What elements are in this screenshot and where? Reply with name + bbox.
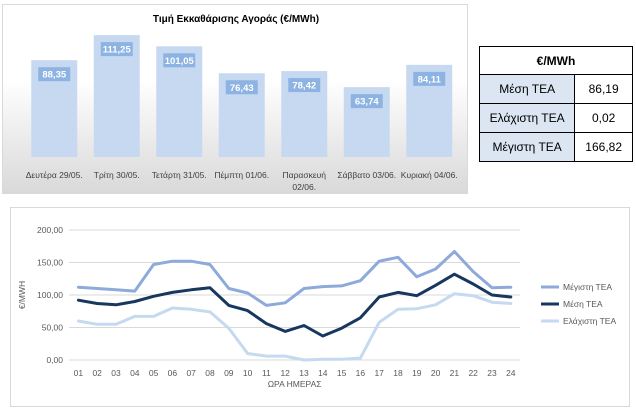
hourly-price-line-chart: 0,00 50,00 100,00 150,00 200,00 01 02 03 04 05 06 0… bbox=[10, 207, 630, 407]
y-tick-label: 200,00 bbox=[37, 225, 63, 235]
bar-category-label: Κυριακή 04/06. bbox=[401, 170, 458, 180]
x-tick-label: 08 bbox=[205, 368, 215, 378]
x-tick-label: 11 bbox=[262, 368, 271, 378]
legend-label: Ελάχιστη ΤΕΑ bbox=[563, 316, 616, 326]
legend-label: Μέση ΤΕΑ bbox=[563, 299, 603, 309]
x-tick-label: 04 bbox=[130, 368, 140, 378]
bar-value-label-bg bbox=[163, 53, 196, 68]
y-tick-label: 100,00 bbox=[37, 290, 63, 300]
x-tick-label: 02 bbox=[92, 368, 102, 378]
bar-value-label-bg bbox=[288, 78, 321, 93]
x-tick-label: 20 bbox=[431, 368, 441, 378]
stats-label: Μέγιστη ΤΕΑ bbox=[478, 132, 576, 162]
x-tick-label: 06 bbox=[168, 368, 178, 378]
x-tick-label: 05 bbox=[149, 368, 159, 378]
x-tick-label: 07 bbox=[186, 368, 196, 378]
bar-chart-svg: Τιμή Εκκαθάρισης Αγοράς (€/MWh) 88,35 Δευτ… bbox=[26, 14, 458, 192]
stats-value: 0,02 bbox=[574, 103, 633, 133]
x-tick-label: 18 bbox=[393, 368, 403, 378]
price-stats-table: €/MWh Μέση ΤΕΑ 86,19 Ελάχιστη ΤΕΑ 0,02 Μ… bbox=[478, 46, 633, 162]
bar-category-label: Τετάρτη 31/05. bbox=[152, 170, 207, 180]
bar-value-label: 76,43 bbox=[230, 83, 254, 94]
x-tick-label: 19 bbox=[412, 368, 422, 378]
bar-value-label: 101,05 bbox=[165, 56, 195, 67]
series-line bbox=[76, 292, 513, 362]
x-tick-label: 13 bbox=[299, 368, 309, 378]
bar-category-label: Παρασκευή bbox=[283, 170, 327, 180]
series-line bbox=[76, 272, 513, 338]
bar-value-label: 88,35 bbox=[42, 70, 66, 81]
bar-category-label: 02/06. bbox=[292, 182, 316, 192]
bar-value-label: 63,74 bbox=[355, 97, 379, 108]
y-tick-label: 150,00 bbox=[37, 258, 63, 268]
x-tick-label: 22 bbox=[468, 368, 478, 378]
stats-row-mean: Μέση ΤΕΑ 86,19 bbox=[478, 74, 633, 104]
bar-value-label: 111,25 bbox=[103, 45, 132, 56]
x-tick-label: 10 bbox=[243, 368, 253, 378]
bar-value-label-bg bbox=[350, 94, 383, 109]
series-line bbox=[76, 250, 513, 307]
x-tick-label: 03 bbox=[111, 368, 121, 378]
stats-table-header: €/MWh bbox=[479, 46, 633, 75]
x-tick-label: 17 bbox=[374, 368, 384, 378]
bar-value-label: 78,42 bbox=[292, 81, 316, 92]
x-tick-label: 14 bbox=[318, 368, 328, 378]
bar-value-label-bg bbox=[100, 42, 133, 57]
x-axis-label: ΩΡΑ ΗΜΕΡΑΣ bbox=[268, 379, 322, 389]
y-axis-label: €/MWH bbox=[17, 281, 27, 309]
bar-category-label: Σάββατο 03/06. bbox=[337, 170, 396, 180]
x-tick-label: 01 bbox=[74, 368, 84, 378]
bar-chart-title: Τιμή Εκκαθάρισης Αγοράς (€/MWh) bbox=[153, 14, 319, 25]
bar-value-label-bg bbox=[38, 67, 71, 82]
bar-value-label-bg bbox=[225, 80, 258, 95]
bar-category-label: Δευτέρα 29/05. bbox=[26, 170, 83, 180]
y-tick-label: 0,00 bbox=[46, 355, 63, 365]
stats-value: 166,82 bbox=[574, 132, 633, 162]
x-tick-label: 23 bbox=[487, 368, 497, 378]
bar-category-label: Τρίτη 30/05. bbox=[94, 170, 140, 180]
stats-row-max: Μέγιστη ΤΕΑ 166,82 bbox=[478, 132, 633, 162]
stats-label: Μέση ΤΕΑ bbox=[478, 74, 576, 104]
x-tick-label: 15 bbox=[337, 368, 347, 378]
x-tick-label: 24 bbox=[506, 368, 516, 378]
bar-category-label: Πέμπτη 01/06. bbox=[214, 170, 269, 180]
stats-value: 86,19 bbox=[574, 74, 633, 104]
x-tick-label: 16 bbox=[356, 368, 366, 378]
bar-value-label: 84,11 bbox=[418, 74, 442, 85]
line-chart-svg: 0,00 50,00 100,00 150,00 200,00 01 02 03 04 05 06 0… bbox=[17, 225, 616, 389]
x-tick-label: 09 bbox=[224, 368, 234, 378]
stats-row-min: Ελάχιστη ΤΕΑ 0,02 bbox=[478, 103, 633, 133]
x-tick-label: 21 bbox=[450, 368, 460, 378]
y-tick-label: 50,00 bbox=[42, 323, 64, 333]
x-tick-label: 12 bbox=[280, 368, 290, 378]
legend-label: Μέγιστη ΤΕΑ bbox=[563, 282, 612, 292]
stats-label: Ελάχιστη ΤΕΑ bbox=[478, 103, 576, 133]
bar-value-label-bg bbox=[413, 71, 446, 86]
daily-price-bar-chart: Τιμή Εκκαθάρισης Αγοράς (€/MWh) 88,35 Δευτ… bbox=[2, 4, 468, 194]
